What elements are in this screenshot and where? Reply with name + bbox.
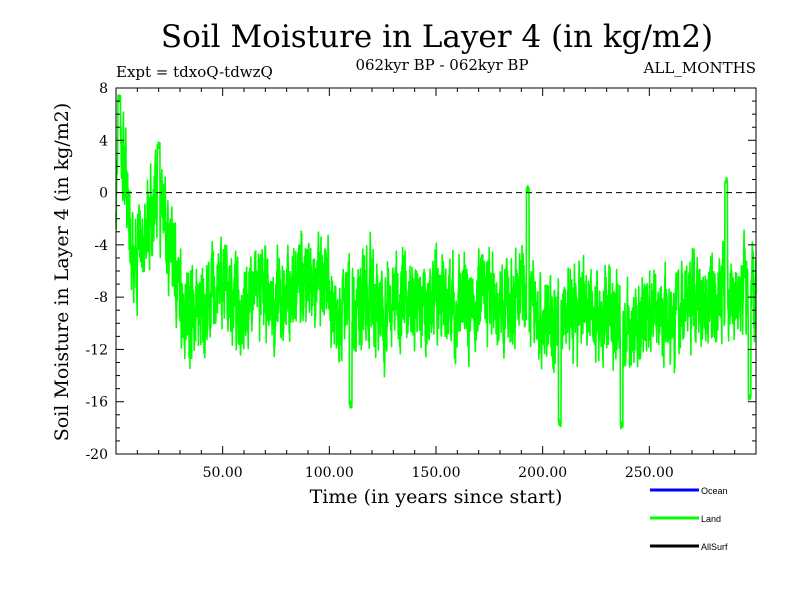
y-tick-label: -8 (94, 290, 108, 306)
legend: Ocean Land AllSurf (650, 486, 728, 552)
chart-title: Soil Moisture in Layer 4 (in kg/m2) (161, 19, 713, 55)
y-axis-ticks: -20 -16 -12 -8 -4 0 4 8 (85, 81, 756, 463)
series-layer (115, 94, 757, 430)
chart-subtitle-left: Expt = tdxoQ-tdwzQ (116, 63, 273, 81)
y-tick-label: 0 (99, 186, 108, 202)
x-axis-ticks: 50.00 100.00 150.00 200.00 250.00 (136, 88, 736, 481)
chart-subtitle-right: ALL_MONTHS (643, 59, 756, 77)
y-tick-label: -20 (85, 447, 108, 463)
y-axis-label: Soil Moisture in Layer 4 (in kg/m2) (51, 103, 73, 442)
y-tick-label: -16 (85, 395, 108, 411)
x-axis-label: Time (in years since start) (310, 486, 563, 508)
y-tick-label: -4 (94, 238, 108, 254)
x-tick-label: 200.00 (518, 465, 567, 481)
y-tick-label: -12 (85, 342, 108, 358)
x-tick-label: 100.00 (305, 465, 354, 481)
x-tick-label: 50.00 (203, 465, 243, 481)
chart-subtitle-center: 062kyr BP - 062kyr BP (355, 56, 528, 74)
plot-area: 50.00 100.00 150.00 200.00 250.00 -20-16-12-… (85, 81, 757, 481)
x-tick-label: 150.00 (412, 465, 461, 481)
legend-label-allsurf: AllSurf (701, 542, 728, 552)
y-tick-label: 4 (99, 133, 108, 149)
x-tick-label: 250.00 (625, 465, 674, 481)
series-line-land (115, 94, 757, 430)
y-tick-label: 8 (99, 81, 108, 97)
legend-label-land: Land (701, 514, 721, 524)
legend-label-ocean: Ocean (701, 486, 728, 496)
